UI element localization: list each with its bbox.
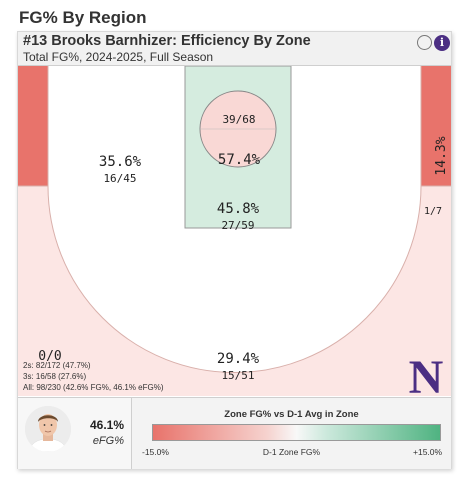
- ra-pct-label: 57.4%: [218, 152, 261, 168]
- right-corner-pct-label: 14.3%: [434, 136, 449, 175]
- info-icon[interactable]: i: [434, 35, 450, 51]
- right-corner-made-attempts-label: 1/7: [424, 206, 442, 217]
- northwestern-n-logo: N: [409, 351, 444, 396]
- player-efg-label: eFG%: [92, 435, 124, 447]
- card-header: #13 Brooks Barnhizer: Efficiency By Zone…: [18, 32, 451, 66]
- legend-axis-label: D-1 Zone FG%: [262, 447, 321, 457]
- player-headshot-icon: [25, 406, 71, 452]
- player-efg-value: 46.1%: [89, 418, 124, 432]
- ra-made-attempts-label: 39/68: [222, 113, 255, 126]
- player-box: 46.1% eFG%: [18, 398, 132, 469]
- above-break-pct-label: 29.4%: [217, 351, 260, 367]
- chart-title: #13 Brooks Barnhizer: Efficiency By Zone: [23, 33, 311, 49]
- left-corner-pct-label: 0/0: [38, 349, 61, 364]
- summary-3s: 3s: 16/58 (27.6%): [23, 372, 86, 381]
- page-title: FG% By Region: [19, 8, 147, 27]
- zone-right-corner-3[interactable]: [421, 66, 451, 186]
- three-point-line: [47, 66, 422, 373]
- above-break-made-attempts-label: 15/51: [221, 369, 254, 382]
- legend-gradient-bar: [152, 424, 441, 441]
- color-legend: Zone FG% vs D-1 Avg in Zone -15.0% D-1 Z…: [132, 398, 451, 469]
- legend-min-label: -15.0%: [142, 447, 169, 457]
- summary-2s: 2s: 82/172 (47.7%): [23, 361, 91, 370]
- paint-made-attempts-label: 27/59: [221, 219, 254, 232]
- paint-pct-label: 45.8%: [217, 201, 260, 217]
- chart-subtitle: Total FG%, 2024-2025, Full Season: [23, 50, 214, 64]
- summary-all: All: 98/230 (42.6% FG%, 46.1% eFG%): [23, 383, 164, 392]
- zone-left-corner-3[interactable]: [18, 66, 48, 186]
- svg-text:N: N: [409, 351, 444, 396]
- card-footer: 46.1% eFG% Zone FG% vs D-1 Avg in Zone -…: [18, 397, 451, 469]
- legend-title: Zone FG% vs D-1 Avg in Zone: [224, 409, 359, 420]
- mid-range-pct-label: 35.6%: [99, 154, 142, 170]
- shot-court: 39/68 57.4% 35.6% 16/45 45.8% 27/59 14.3…: [18, 66, 451, 396]
- zone-efficiency-card: #13 Brooks Barnhizer: Efficiency By Zone…: [17, 31, 452, 469]
- player-headshot-avatar: [25, 406, 71, 452]
- mid-range-made-attempts-label: 16/45: [103, 172, 136, 185]
- legend-max-label: +15.0%: [413, 447, 443, 457]
- toggle-circle-icon[interactable]: [417, 35, 432, 50]
